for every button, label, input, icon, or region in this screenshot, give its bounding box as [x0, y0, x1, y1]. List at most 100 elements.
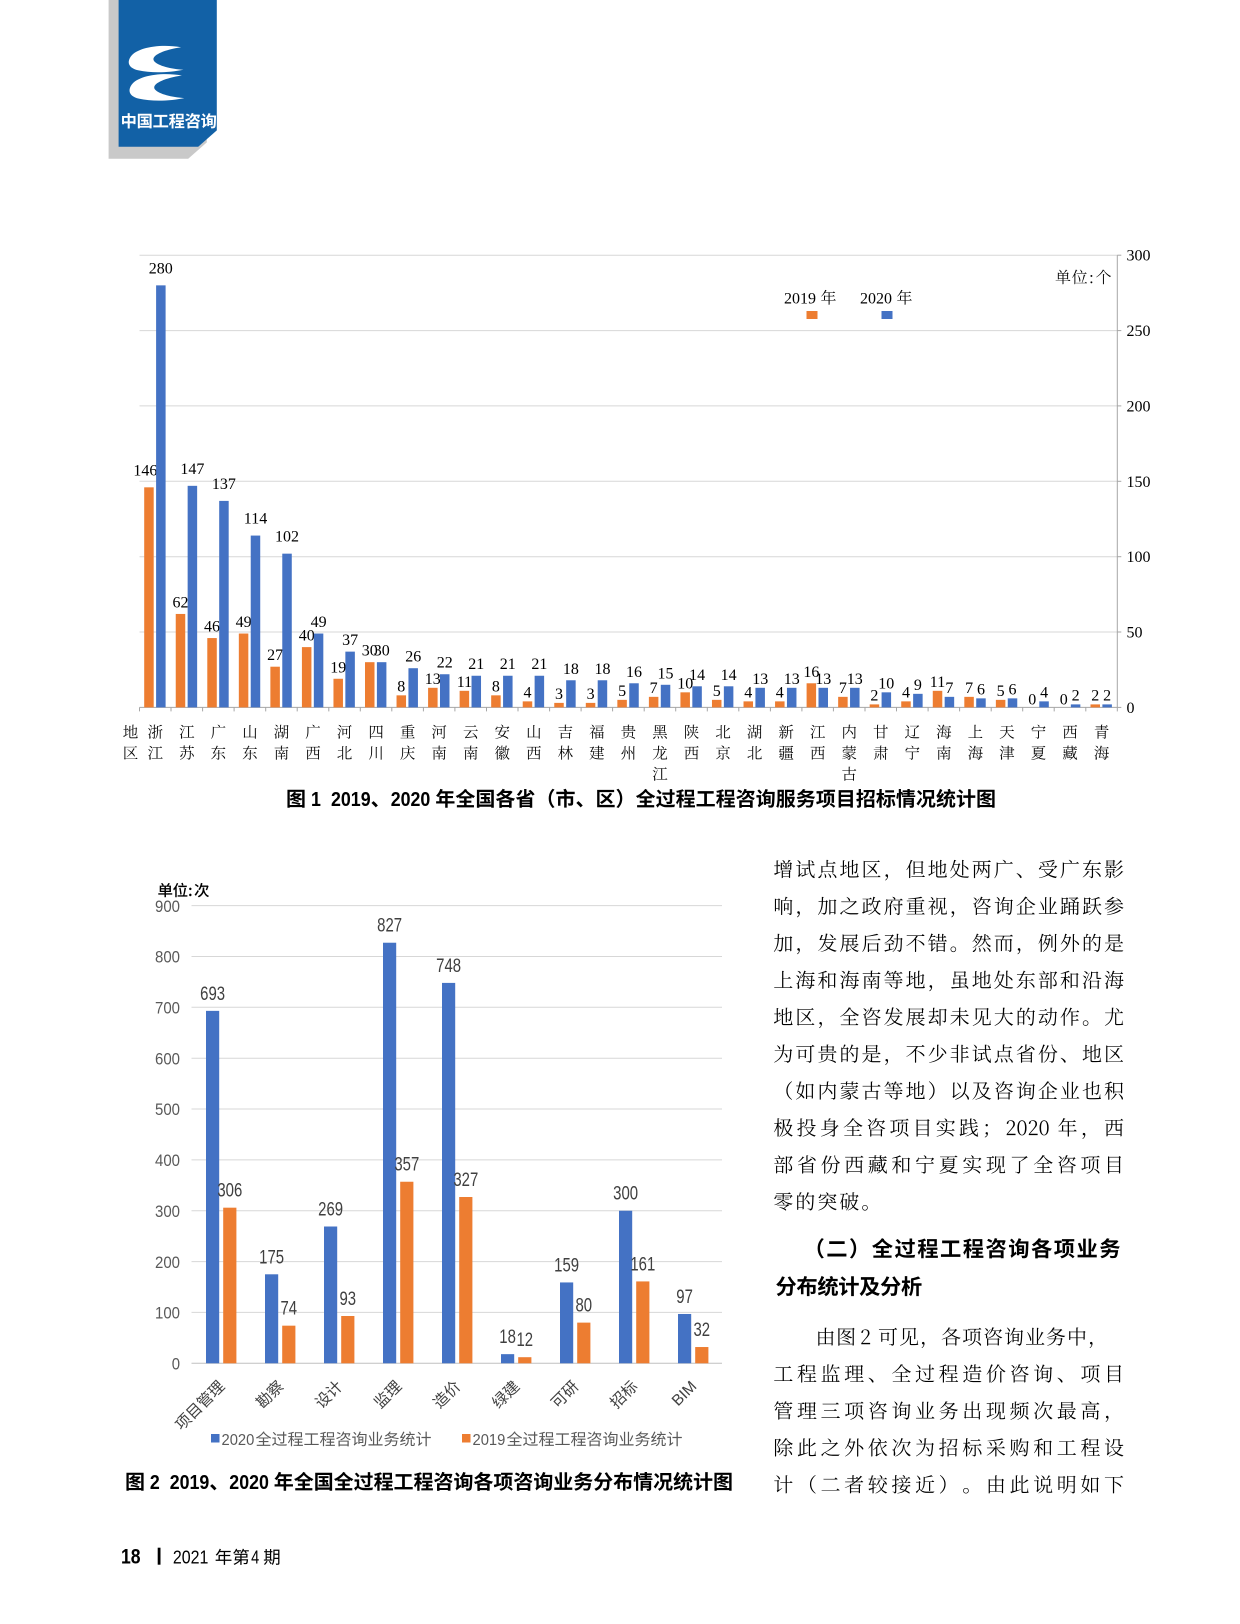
svg-text:327: 327	[453, 1169, 478, 1191]
svg-text:4: 4	[744, 684, 752, 701]
svg-text:49: 49	[236, 614, 252, 631]
svg-text:12: 12	[517, 1329, 534, 1351]
svg-text:46: 46	[204, 619, 220, 636]
svg-text:2: 2	[1091, 687, 1099, 704]
svg-text:8: 8	[492, 678, 500, 695]
svg-text:5: 5	[997, 683, 1005, 700]
svg-text:400: 400	[155, 1151, 180, 1170]
svg-text:7: 7	[945, 680, 953, 697]
svg-text:97: 97	[676, 1286, 693, 1308]
svg-text:7: 7	[839, 680, 847, 697]
svg-text:700: 700	[155, 999, 180, 1018]
svg-text:800: 800	[155, 948, 180, 967]
svg-text:146: 146	[133, 462, 157, 479]
svg-text:6: 6	[1009, 681, 1017, 698]
svg-text:21: 21	[468, 656, 484, 673]
svg-text:2021: 2021	[173, 1548, 209, 1568]
svg-text:500: 500	[155, 1100, 180, 1119]
svg-text:8: 8	[397, 678, 405, 695]
svg-text:9: 9	[914, 677, 922, 694]
svg-text:2019: 2019	[331, 789, 371, 811]
svg-text:2020: 2020	[229, 1472, 269, 1494]
svg-text:40: 40	[299, 628, 315, 645]
svg-text:250: 250	[1127, 323, 1151, 340]
svg-text:900: 900	[155, 897, 180, 916]
svg-text:13: 13	[752, 671, 768, 688]
svg-text:4: 4	[524, 684, 532, 701]
svg-text:4: 4	[1040, 684, 1048, 701]
svg-text:114: 114	[244, 511, 267, 528]
svg-text:21: 21	[500, 656, 516, 673]
svg-text:300: 300	[613, 1183, 638, 1205]
svg-text:2020: 2020	[222, 1432, 255, 1449]
svg-text:13: 13	[425, 671, 441, 688]
svg-text:0: 0	[172, 1355, 180, 1374]
svg-text:5: 5	[618, 683, 626, 700]
svg-text:26: 26	[405, 649, 421, 666]
svg-text:13: 13	[847, 671, 863, 688]
svg-text:1: 1	[311, 789, 321, 811]
svg-text:2019: 2019	[473, 1432, 506, 1449]
svg-text:4: 4	[251, 1548, 259, 1568]
svg-text:147: 147	[180, 461, 204, 478]
svg-text:300: 300	[1127, 248, 1151, 265]
svg-text:37: 37	[342, 632, 358, 649]
svg-text:827: 827	[377, 915, 402, 937]
svg-text:13: 13	[815, 671, 831, 688]
svg-text:150: 150	[1127, 474, 1151, 491]
svg-text:13: 13	[784, 671, 800, 688]
svg-text:15: 15	[658, 665, 674, 682]
svg-text:22: 22	[437, 655, 453, 672]
svg-text:693: 693	[200, 983, 225, 1005]
svg-text:2: 2	[870, 687, 878, 704]
svg-text:357: 357	[394, 1154, 419, 1176]
svg-text:32: 32	[694, 1319, 711, 1341]
svg-text:16: 16	[803, 664, 819, 681]
svg-text:2019: 2019	[784, 291, 816, 308]
svg-text:11: 11	[457, 674, 472, 691]
svg-text:80: 80	[576, 1295, 593, 1317]
svg-text:93: 93	[340, 1288, 357, 1310]
svg-text:11: 11	[930, 674, 945, 691]
svg-text:300: 300	[155, 1202, 180, 1221]
svg-text:14: 14	[721, 667, 737, 684]
svg-text:10: 10	[878, 675, 894, 692]
svg-text:200: 200	[1127, 398, 1151, 415]
svg-text:BIM: BIM	[669, 1378, 701, 1410]
svg-text:748: 748	[436, 955, 461, 977]
svg-text:4: 4	[902, 684, 910, 701]
svg-text:159: 159	[554, 1254, 579, 1276]
svg-text:2020: 2020	[391, 789, 431, 811]
svg-text:3: 3	[555, 686, 563, 703]
svg-text:18: 18	[499, 1326, 516, 1348]
svg-text:600: 600	[155, 1049, 180, 1068]
svg-text:6: 6	[977, 681, 985, 698]
svg-text:18: 18	[121, 1546, 141, 1569]
svg-text:16: 16	[626, 664, 642, 681]
svg-text:0: 0	[1060, 691, 1068, 708]
svg-text:2: 2	[1103, 687, 1111, 704]
svg-text:10: 10	[677, 675, 693, 692]
svg-text:137: 137	[212, 476, 236, 493]
svg-text:0: 0	[1028, 691, 1036, 708]
svg-text:2019: 2019	[170, 1472, 210, 1494]
svg-text:3: 3	[587, 686, 595, 703]
svg-text:2020: 2020	[860, 291, 892, 308]
svg-text:21: 21	[531, 656, 547, 673]
svg-text:102: 102	[275, 529, 299, 546]
svg-text:175: 175	[259, 1246, 284, 1268]
svg-text:269: 269	[318, 1199, 343, 1221]
svg-text:5: 5	[713, 683, 721, 700]
svg-text:7: 7	[965, 680, 973, 697]
svg-text:18: 18	[563, 661, 579, 678]
svg-text:74: 74	[281, 1298, 298, 1320]
svg-text:62: 62	[173, 594, 189, 611]
svg-text:306: 306	[217, 1180, 242, 1202]
svg-text:30: 30	[362, 643, 378, 660]
svg-text:100: 100	[1127, 549, 1151, 566]
svg-text:280: 280	[149, 260, 173, 277]
svg-text:161: 161	[630, 1253, 655, 1275]
svg-text:100: 100	[155, 1304, 180, 1323]
svg-text:7: 7	[650, 680, 658, 697]
svg-text:27: 27	[267, 647, 283, 664]
